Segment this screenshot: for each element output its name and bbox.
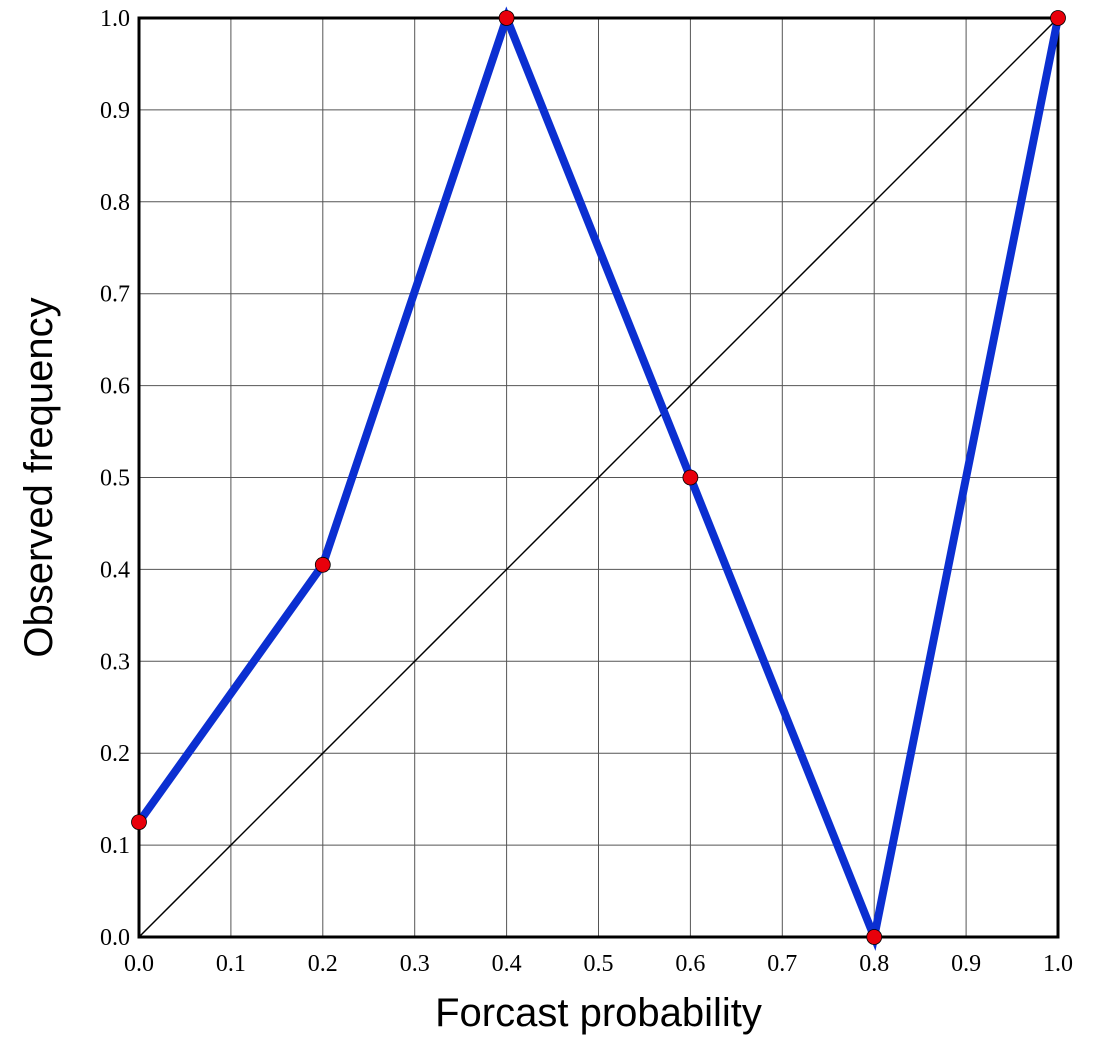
x-tick-labels: 0.0 0.1 0.2 0.3 0.4 0.5 0.6 0.7 0.8 0.9 1.0	[124, 951, 1073, 977]
y-tick-label: 0.2	[100, 741, 130, 767]
x-tick-label: 0.8	[859, 951, 889, 977]
y-tick-label: 0.5	[100, 466, 130, 492]
data-point	[866, 929, 883, 945]
y-tick-label: 0.4	[100, 557, 130, 583]
series-group	[131, 6, 1066, 951]
plot-frame	[137, 16, 1060, 939]
y-tick-label: 0.0	[100, 925, 130, 951]
series-line	[135, 6, 1062, 951]
x-tick-label: 1.0	[1043, 951, 1073, 977]
x-tick-label: 0.3	[400, 951, 430, 977]
x-tick-label: 0.6	[675, 951, 705, 977]
y-tick-label: 0.1	[100, 833, 130, 859]
x-tick-label: 0.2	[308, 951, 338, 977]
y-axis-title: Observed frequency	[17, 297, 61, 657]
y-tick-label: 0.3	[100, 649, 130, 675]
y-tick-label: 0.8	[100, 190, 130, 216]
data-point	[498, 10, 515, 26]
y-tick-label: 0.6	[100, 374, 130, 400]
y-tick-label: 0.9	[100, 98, 130, 124]
data-point	[131, 814, 147, 831]
data-point	[682, 469, 699, 486]
y-tick-labels: 0.0 0.1 0.2 0.3 0.4 0.5 0.6 0.7 0.8 0.9 1.0	[100, 6, 130, 951]
x-tick-label: 0.4	[492, 951, 522, 977]
x-tick-label: 0.0	[124, 951, 154, 977]
x-axis-title: Forcast probability	[435, 991, 762, 1035]
y-tick-label: 0.7	[100, 282, 130, 308]
x-tick-label: 0.5	[584, 951, 614, 977]
x-tick-label: 0.9	[951, 951, 981, 977]
data-point	[314, 556, 331, 573]
x-tick-label: 0.1	[216, 951, 246, 977]
data-point	[1050, 10, 1066, 26]
x-tick-label: 0.7	[767, 951, 797, 977]
perfect-reliability-diagonal	[138, 17, 1059, 938]
y-tick-label: 1.0	[100, 6, 130, 32]
